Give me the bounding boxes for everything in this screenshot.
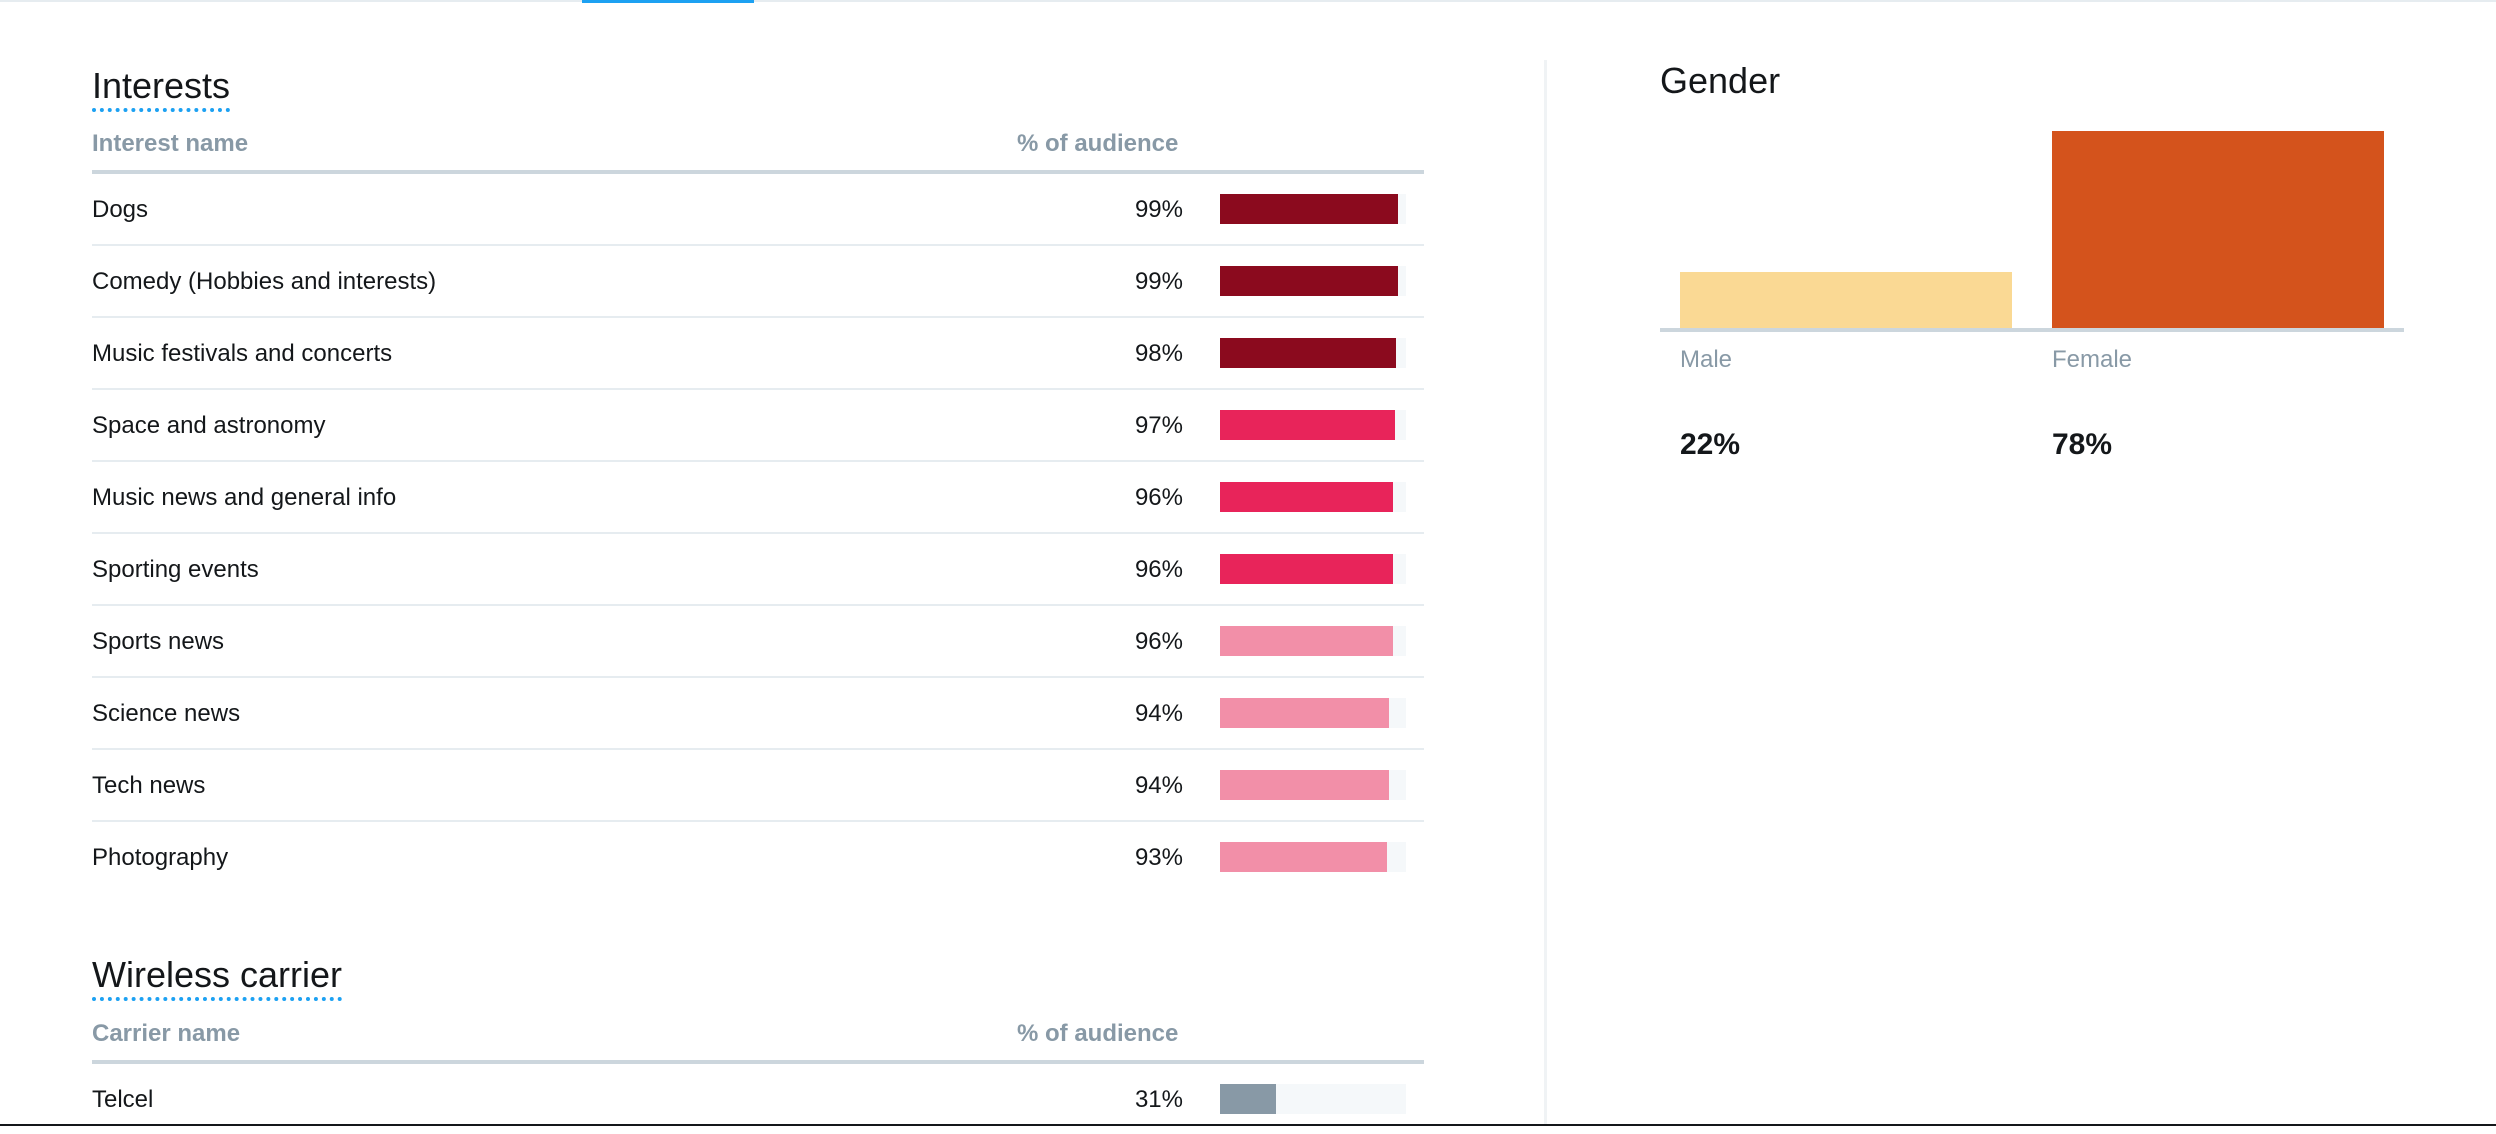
- interest-bar-track: [1220, 410, 1406, 440]
- gender-chart: [1660, 120, 2404, 332]
- interest-bar: [1220, 482, 1393, 512]
- interest-name: Music news and general info: [92, 484, 397, 511]
- column-divider: [1544, 60, 1547, 1126]
- carrier-bar-track: [1220, 1084, 1406, 1114]
- interest-bar: [1220, 338, 1397, 368]
- interest-row: Tech news 94%: [92, 750, 1424, 822]
- interest-row: Music festivals and concerts 98%: [92, 318, 1424, 390]
- interest-percent: 96%: [1134, 556, 1183, 583]
- interests-table-header: Interest name % of audience: [92, 120, 1424, 174]
- interest-bar: [1220, 626, 1393, 656]
- interest-row: Dogs 99%: [92, 174, 1424, 246]
- interest-bar-track: [1220, 338, 1406, 368]
- interest-row: Science news 94%: [92, 678, 1424, 750]
- interest-row: Sporting events 96%: [92, 534, 1424, 606]
- interest-name: Space and astronomy: [92, 412, 326, 439]
- interest-percent: 98%: [1134, 340, 1183, 367]
- carrier-row: Telcel 31%: [92, 1064, 1424, 1134]
- interest-bar: [1220, 410, 1395, 440]
- interest-percent: 96%: [1134, 484, 1183, 511]
- interest-row: Comedy (Hobbies and interests) 99%: [92, 246, 1424, 318]
- interest-percent: 97%: [1134, 412, 1183, 439]
- carrier-table: Carrier name % of audience Telcel 31%: [92, 1010, 1424, 1134]
- interests-table: Interest name % of audience Dogs 99% Comed…: [92, 120, 1424, 892]
- interest-name: Dogs: [92, 196, 149, 223]
- interest-name-header: Interest name: [92, 130, 249, 157]
- gender-bar-male: [1680, 272, 2012, 328]
- interest-percent: 96%: [1134, 628, 1183, 655]
- carrier-percent: 31%: [1134, 1086, 1183, 1113]
- interest-row: Space and astronomy 97%: [92, 390, 1424, 462]
- gender-label-female: Female: [2052, 346, 2133, 373]
- interest-name: Sporting events: [92, 556, 259, 583]
- carrier-pct-header: % of audience: [1017, 1020, 1179, 1047]
- interest-percent: 99%: [1134, 268, 1183, 295]
- interest-name: Science news: [92, 700, 241, 727]
- carrier-rows: Telcel 31%: [92, 1064, 1424, 1134]
- carrier-table-header: Carrier name % of audience: [92, 1010, 1424, 1064]
- interest-row: Photography 93%: [92, 822, 1424, 892]
- interest-pct-header: % of audience: [1017, 130, 1179, 157]
- interests-title[interactable]: Interests: [92, 66, 231, 112]
- bottom-rule: [0, 1124, 2496, 1126]
- interest-bar-track: [1220, 626, 1406, 656]
- interest-bar-track: [1220, 266, 1406, 296]
- interest-percent: 93%: [1134, 844, 1183, 871]
- top-rule: [0, 0, 2496, 2]
- interest-bar-track: [1220, 554, 1406, 584]
- interest-bar-track: [1220, 698, 1406, 728]
- interest-bar-track: [1220, 842, 1406, 872]
- interest-row: Music news and general info 96%: [92, 462, 1424, 534]
- interest-name: Music festivals and concerts: [92, 340, 393, 367]
- interest-bar: [1220, 698, 1390, 728]
- interest-percent: 94%: [1134, 700, 1183, 727]
- gender-value-female: 78%: [2052, 428, 2113, 461]
- interest-name: Sports news: [92, 628, 225, 655]
- gender-label-male: Male: [1680, 346, 1733, 373]
- interest-percent: 99%: [1134, 196, 1183, 223]
- interest-bar: [1220, 266, 1399, 296]
- interest-bar-track: [1220, 194, 1406, 224]
- interests-rows: Dogs 99% Comedy (Hobbies and interests) 99%…: [92, 174, 1424, 892]
- interest-bar: [1220, 194, 1399, 224]
- interest-bar-track: [1220, 482, 1406, 512]
- gender-bar-female: [2052, 131, 2384, 328]
- carrier-name: Telcel: [92, 1086, 154, 1113]
- active-tab-indicator: [582, 0, 754, 3]
- interest-bar: [1220, 554, 1393, 584]
- interest-name: Tech news: [92, 772, 206, 799]
- carrier-name-header: Carrier name: [92, 1020, 241, 1047]
- gender-value-male: 22%: [1680, 428, 1741, 461]
- interest-name: Photography: [92, 844, 229, 871]
- wireless-carrier-title[interactable]: Wireless carrier: [92, 955, 343, 1001]
- interest-row: Sports news 96%: [92, 606, 1424, 678]
- interest-name: Comedy (Hobbies and interests): [92, 268, 437, 295]
- interest-bar: [1220, 770, 1390, 800]
- interest-percent: 94%: [1134, 772, 1183, 799]
- carrier-bar: [1220, 1084, 1276, 1114]
- gender-chart-baseline: [1660, 328, 2404, 332]
- gender-title: Gender: [1660, 60, 1781, 101]
- interest-bar: [1220, 842, 1388, 872]
- interest-bar-track: [1220, 770, 1406, 800]
